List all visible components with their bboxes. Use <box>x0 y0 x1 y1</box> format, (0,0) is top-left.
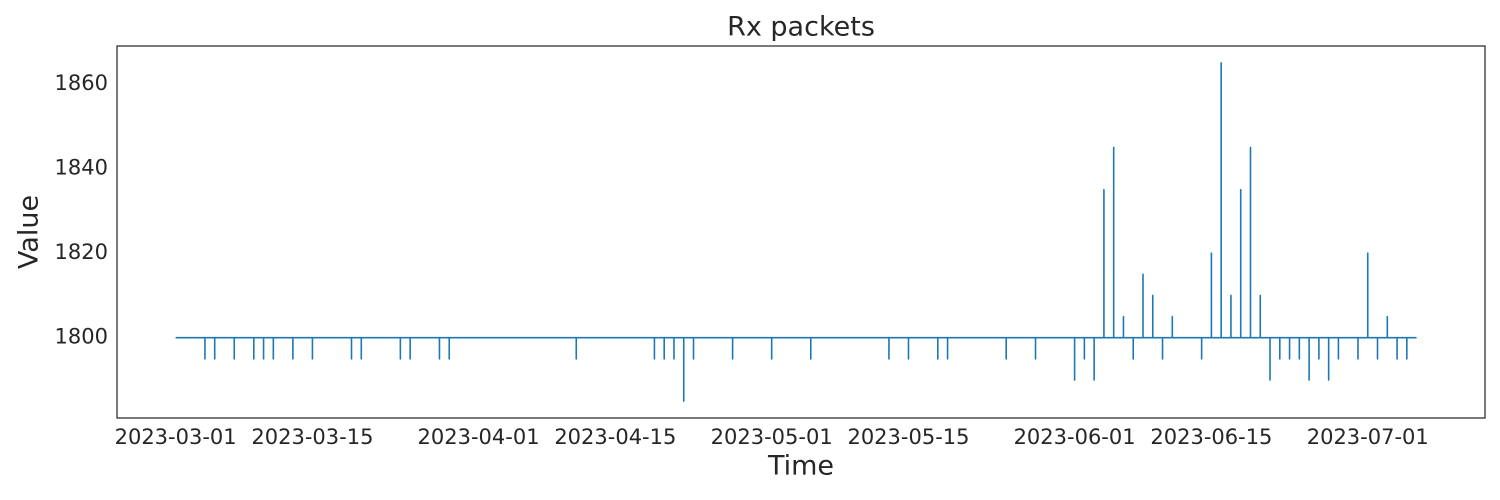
y-tick-label: 1840 <box>55 156 108 180</box>
x-tick-label: 2023-05-01 <box>711 425 833 449</box>
x-tick-label: 2023-04-15 <box>554 425 676 449</box>
data-line <box>175 62 1417 402</box>
x-axis-label: Time <box>767 451 834 482</box>
y-tick-label: 1800 <box>55 325 108 349</box>
x-tick-label: 2023-07-01 <box>1307 425 1429 449</box>
x-tick-label: 2023-06-01 <box>1014 425 1136 449</box>
x-tick-label: 2023-06-15 <box>1150 425 1272 449</box>
x-tick-label: 2023-05-15 <box>847 425 969 449</box>
chart-title: Rx packets <box>727 12 875 43</box>
y-tick-label: 1820 <box>55 240 108 264</box>
x-tick-label: 2023-04-01 <box>418 425 540 449</box>
plot-frame <box>116 45 1486 419</box>
y-axis-label: Value <box>14 195 45 269</box>
x-tick-label: 2023-03-01 <box>115 425 237 449</box>
x-tick-label: 2023-03-15 <box>251 425 373 449</box>
y-tick-label: 1860 <box>55 71 108 95</box>
